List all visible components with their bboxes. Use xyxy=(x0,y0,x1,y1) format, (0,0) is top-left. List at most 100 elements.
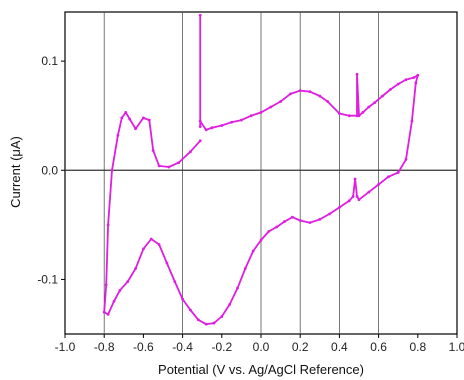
data-point xyxy=(106,312,110,316)
series-layer xyxy=(102,13,420,326)
data-point xyxy=(388,88,392,91)
data-point xyxy=(259,238,263,242)
data-point xyxy=(157,243,161,246)
data-point xyxy=(147,118,151,122)
data-point xyxy=(396,82,400,86)
x-tick-label: -0.6 xyxy=(133,340,154,354)
data-point xyxy=(416,73,420,77)
y-tick-label: -0.1 xyxy=(37,272,58,286)
data-point xyxy=(289,92,292,96)
data-point xyxy=(357,114,361,118)
data-point xyxy=(347,114,351,118)
data-point xyxy=(240,118,243,122)
data-point xyxy=(351,195,355,198)
data-point xyxy=(198,139,202,143)
data-point xyxy=(267,229,271,233)
x-tick-label: 1.0 xyxy=(449,340,464,354)
x-tick-label: 0.2 xyxy=(292,340,309,354)
data-point xyxy=(269,105,273,109)
data-point xyxy=(298,89,302,92)
data-point xyxy=(167,165,171,169)
data-point xyxy=(338,112,341,115)
data-point xyxy=(412,76,416,79)
data-point xyxy=(357,198,361,202)
data-point xyxy=(124,111,128,114)
data-point xyxy=(355,114,359,118)
x-tick-label: 0.0 xyxy=(253,340,270,354)
data-point xyxy=(367,105,371,109)
data-point xyxy=(104,283,108,287)
data-point xyxy=(243,267,247,270)
data-point xyxy=(204,322,208,326)
data-point xyxy=(204,128,208,132)
data-point xyxy=(318,94,322,98)
data-point xyxy=(251,249,255,253)
data-point xyxy=(116,133,120,137)
data-point xyxy=(404,157,408,161)
data-point xyxy=(298,219,302,222)
data-point xyxy=(318,217,322,221)
data-point xyxy=(381,94,384,98)
data-point xyxy=(134,267,137,270)
data-point xyxy=(151,149,155,153)
data-point xyxy=(328,212,331,216)
data-point xyxy=(120,116,124,120)
data-point xyxy=(189,308,192,312)
data-point xyxy=(404,78,408,82)
data-point xyxy=(210,126,214,130)
x-tick-label: 0.6 xyxy=(370,340,387,354)
data-point xyxy=(142,116,145,120)
data-point xyxy=(249,114,253,118)
data-point xyxy=(198,119,202,123)
x-tick-label: -1.0 xyxy=(55,340,76,354)
data-point xyxy=(236,286,239,290)
y-tick-label: 0.0 xyxy=(41,163,58,177)
data-point xyxy=(196,318,200,322)
x-axis-title: Potential (V vs. Ag/AgCl Reference) xyxy=(158,362,364,377)
data-point xyxy=(198,13,202,17)
data-point xyxy=(128,117,132,121)
data-point xyxy=(279,100,282,103)
data-point xyxy=(228,303,232,306)
grid-lines xyxy=(65,12,457,334)
data-point xyxy=(102,310,106,314)
data-point xyxy=(361,111,365,114)
data-point xyxy=(110,168,114,172)
data-point xyxy=(308,90,312,94)
data-point xyxy=(377,183,380,186)
x-tick-label: -0.8 xyxy=(94,340,115,354)
data-point xyxy=(112,299,116,303)
data-point xyxy=(106,223,110,227)
data-point xyxy=(353,177,357,181)
x-tick-label: 0.8 xyxy=(409,340,426,354)
data-point xyxy=(165,261,169,265)
data-point xyxy=(275,225,279,229)
data-point xyxy=(396,171,400,174)
data-point xyxy=(220,315,224,318)
data-point xyxy=(283,220,286,223)
y-tick-label: 0.1 xyxy=(41,54,58,68)
data-point xyxy=(387,175,390,179)
data-point xyxy=(181,297,185,301)
data-point xyxy=(230,120,234,124)
series-line xyxy=(103,14,419,326)
data-point xyxy=(414,81,418,85)
x-tick-label: -0.4 xyxy=(172,340,193,354)
data-point xyxy=(177,161,181,165)
data-point xyxy=(259,111,263,114)
data-point xyxy=(220,124,224,127)
data-point xyxy=(142,247,145,251)
data-point xyxy=(367,190,371,194)
data-point xyxy=(212,321,216,325)
x-tick-label: 0.4 xyxy=(331,340,348,354)
data-point xyxy=(173,280,177,284)
data-point xyxy=(149,237,153,241)
data-point xyxy=(134,127,137,131)
data-point xyxy=(326,100,330,103)
data-point xyxy=(373,101,377,104)
data-point xyxy=(198,125,202,129)
data-point xyxy=(355,195,359,198)
data-point xyxy=(410,119,414,123)
data-point xyxy=(355,72,359,76)
